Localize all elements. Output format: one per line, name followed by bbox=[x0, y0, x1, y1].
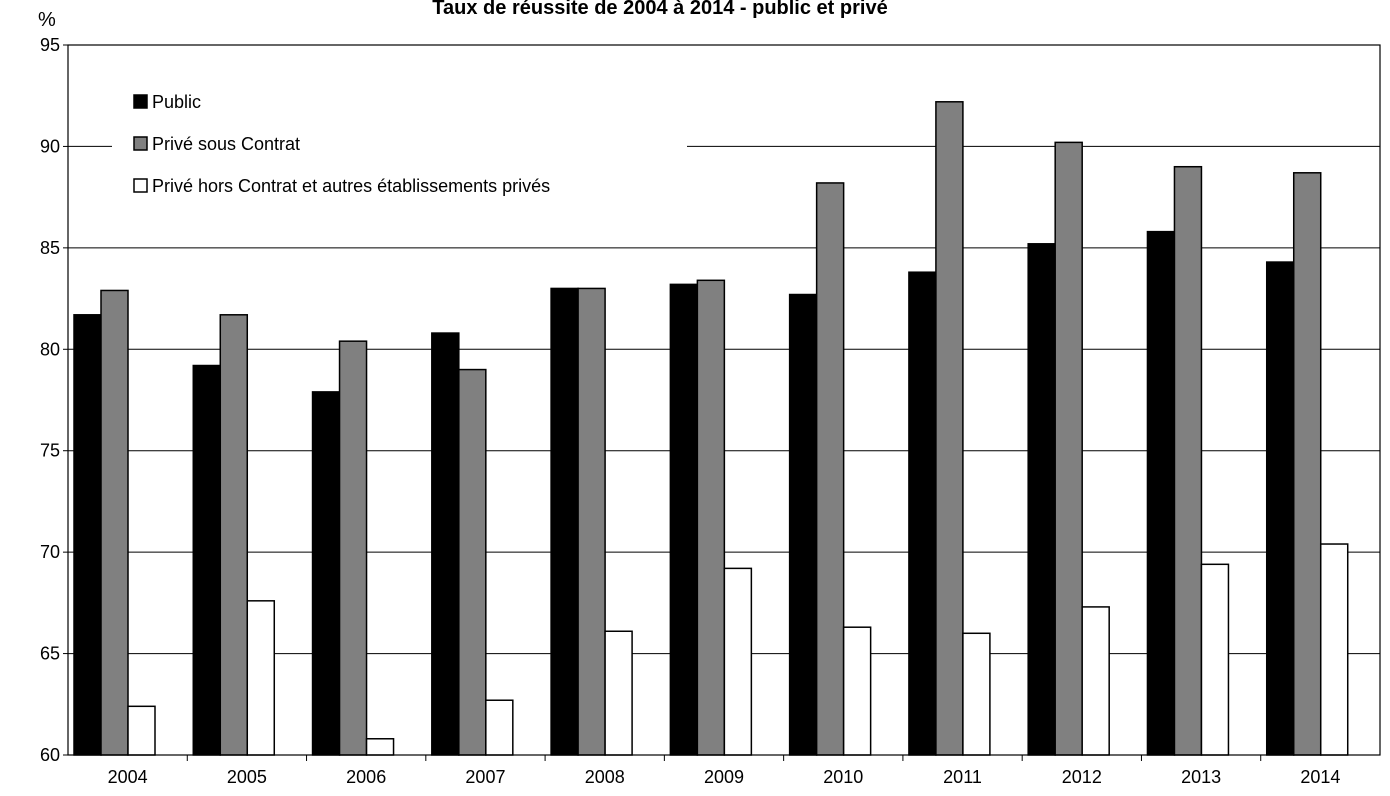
y-tick-label: 85 bbox=[40, 238, 60, 258]
bar bbox=[935, 101, 964, 756]
bar bbox=[577, 287, 606, 756]
bar bbox=[127, 705, 156, 756]
bar bbox=[669, 283, 699, 756]
y-axis-unit-label: % bbox=[38, 9, 56, 31]
bar bbox=[246, 600, 276, 756]
bar bbox=[788, 293, 818, 756]
bar bbox=[723, 567, 753, 756]
bar bbox=[365, 738, 395, 756]
legend-swatch bbox=[133, 94, 148, 109]
y-tick-label: 60 bbox=[40, 745, 60, 765]
x-tick-label: 2012 bbox=[1062, 767, 1102, 787]
x-tick-label: 2009 bbox=[704, 767, 744, 787]
y-tick-label: 75 bbox=[40, 441, 60, 461]
bar bbox=[219, 314, 249, 756]
bar bbox=[1146, 230, 1176, 756]
bar bbox=[73, 314, 102, 756]
legend-label: Public bbox=[152, 92, 201, 112]
bar bbox=[1200, 563, 1230, 756]
bar bbox=[458, 368, 487, 756]
x-tick-label: 2005 bbox=[227, 767, 267, 787]
x-tick-label: 2007 bbox=[465, 767, 505, 787]
bar bbox=[1027, 243, 1056, 756]
bar bbox=[962, 632, 991, 756]
x-tick-label: 2011 bbox=[943, 767, 982, 787]
x-tick-label: 2006 bbox=[346, 767, 386, 787]
bar bbox=[338, 340, 368, 756]
x-tick-label: 2010 bbox=[823, 767, 863, 787]
y-tick-label: 80 bbox=[40, 339, 60, 359]
y-tick-label: 95 bbox=[40, 35, 60, 55]
bar bbox=[1319, 543, 1349, 756]
bar bbox=[485, 699, 514, 756]
bar bbox=[1173, 165, 1203, 756]
x-tick-label: 2014 bbox=[1300, 767, 1340, 787]
legend: Public Privé sous Contrat Privé hors Contr… bbox=[112, 80, 687, 216]
bar bbox=[1292, 172, 1322, 756]
bar bbox=[192, 364, 222, 756]
bar bbox=[1265, 261, 1295, 756]
plot-frame bbox=[67, 44, 1381, 756]
legend-swatch bbox=[133, 178, 148, 193]
x-tick-label: 2004 bbox=[108, 767, 148, 787]
bar bbox=[815, 182, 845, 756]
legend-background bbox=[112, 80, 687, 216]
axes: 60 65 70 75 80 85 90 95 2004 2005 2006 2007 2008 2009… bbox=[40, 35, 1381, 787]
bar bbox=[100, 289, 129, 756]
x-tick-label: 2013 bbox=[1181, 767, 1221, 787]
legend-swatch bbox=[133, 136, 148, 151]
bar bbox=[431, 332, 460, 756]
y-tick-label: 70 bbox=[40, 542, 60, 562]
bar bbox=[311, 391, 341, 756]
bar bbox=[1081, 606, 1110, 756]
bar bbox=[842, 626, 872, 756]
bars bbox=[73, 101, 1349, 756]
x-tick-label: 2008 bbox=[585, 767, 625, 787]
y-tick-label: 65 bbox=[40, 644, 60, 664]
chart-title: Taux de réussite de 2004 à 2014 - public… bbox=[432, 0, 887, 19]
bar bbox=[908, 271, 937, 756]
y-tick-label: 90 bbox=[40, 136, 60, 156]
bar bbox=[550, 287, 579, 756]
bar bbox=[1054, 141, 1083, 756]
bar bbox=[696, 279, 726, 756]
legend-label: Privé sous Contrat bbox=[152, 134, 300, 154]
bar bbox=[604, 630, 633, 756]
legend-label: Privé hors Contrat et autres établisseme… bbox=[152, 176, 550, 196]
